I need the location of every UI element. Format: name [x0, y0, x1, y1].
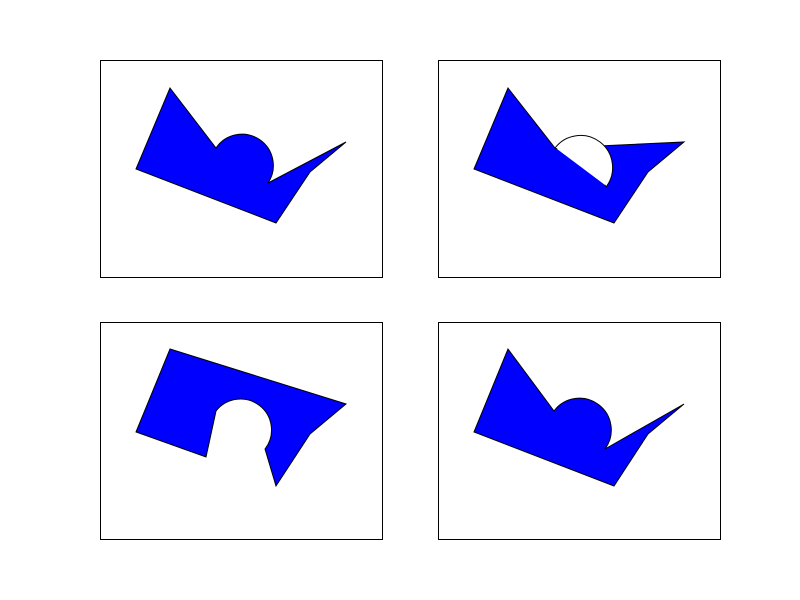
semicircle-hole-fill [557, 136, 612, 185]
panel-bottom-right [438, 322, 721, 540]
blue-shape [473, 347, 685, 487]
panel-bottom-left [100, 322, 383, 540]
blue-shape [135, 87, 347, 224]
panel-top-left [100, 60, 383, 278]
blue-shape [135, 348, 348, 488]
panel-top-right [438, 60, 721, 278]
